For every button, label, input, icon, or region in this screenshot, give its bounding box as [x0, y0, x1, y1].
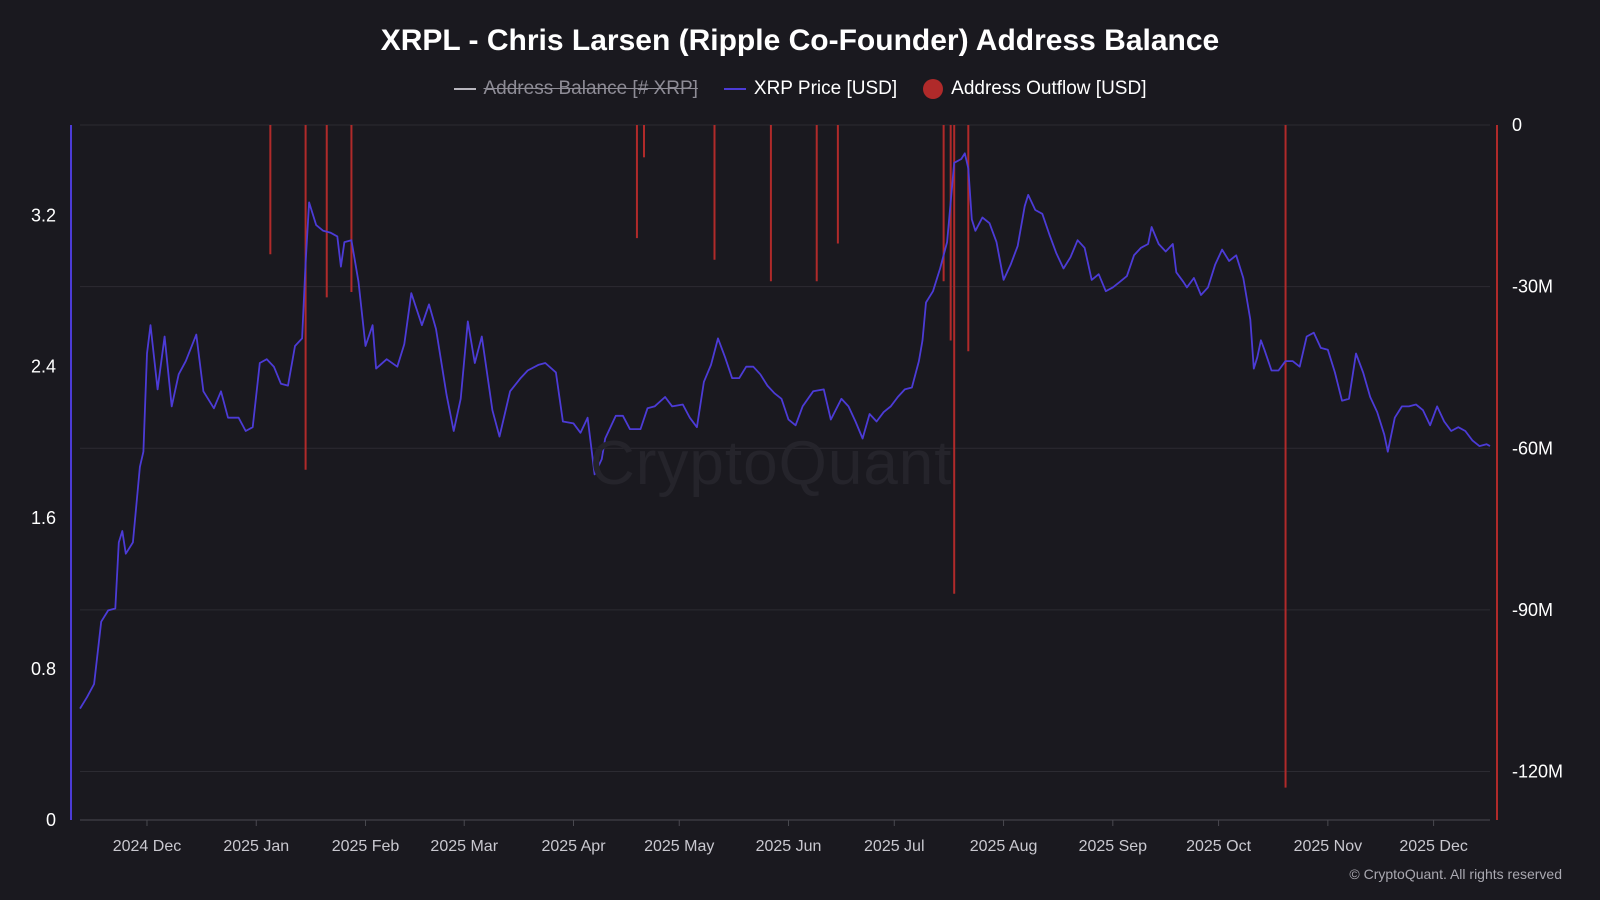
right-axis-tick: 0	[1512, 115, 1522, 135]
legend-address-balance[interactable]: Address Balance [# XRP]	[453, 78, 698, 100]
legend-dot-icon	[923, 79, 944, 99]
x-axis-tick: 2025 Nov	[1294, 838, 1363, 855]
x-axis-tick: 2025 Jul	[864, 838, 925, 855]
x-axis-tick: 2024 Dec	[113, 838, 182, 855]
x-axis-tick: 2025 May	[644, 838, 714, 855]
left-axis-tick: 0	[46, 810, 56, 830]
copyright-notice: © CryptoQuant. All rights reserved	[1349, 866, 1562, 882]
x-axis-tick: 2025 Feb	[332, 838, 400, 855]
x-axis-tick: 2025 Oct	[1186, 838, 1251, 855]
legend-label: Address Outflow [USD]	[951, 78, 1147, 99]
right-axis-tick: -30M	[1512, 277, 1553, 297]
chart-title: XRPL - Chris Larsen (Ripple Co-Founder) …	[380, 24, 1220, 57]
x-axis-tick: 2025 Aug	[970, 838, 1038, 855]
legend-line-icon	[723, 88, 746, 90]
right-axis-tick: -90M	[1512, 600, 1553, 620]
x-axis-tick: 2025 Dec	[1399, 838, 1468, 855]
x-axis-tick: 2025 Mar	[430, 838, 498, 855]
x-axis-tick: 2025 Jan	[223, 838, 289, 855]
legend-label: Address Balance [# XRP]	[483, 78, 698, 99]
x-axis-tick: 2025 Apr	[541, 838, 606, 855]
legend: Address Balance [# XRP] XRP Price [USD] Ad…	[0, 78, 1600, 100]
price-series-line	[79, 152, 1491, 710]
legend-address-outflow[interactable]: Address Outflow [USD]	[923, 78, 1146, 100]
x-axis-tick: 2025 Jun	[756, 838, 822, 855]
left-axis-tick: 2.4	[31, 357, 56, 377]
right-axis-tick: -120M	[1512, 762, 1563, 782]
legend-xrp-price[interactable]: XRP Price [USD]	[723, 78, 898, 100]
legend-line-icon	[453, 88, 476, 90]
watermark: CryptoQuant	[590, 429, 953, 498]
left-axis-tick: 1.6	[31, 508, 56, 528]
left-axis-tick: 3.2	[31, 206, 56, 226]
legend-label: XRP Price [USD]	[753, 78, 898, 99]
x-axis-tick: 2025 Sep	[1079, 838, 1148, 855]
left-axis-tick: 0.8	[31, 659, 56, 679]
right-axis-tick: -60M	[1512, 438, 1553, 458]
